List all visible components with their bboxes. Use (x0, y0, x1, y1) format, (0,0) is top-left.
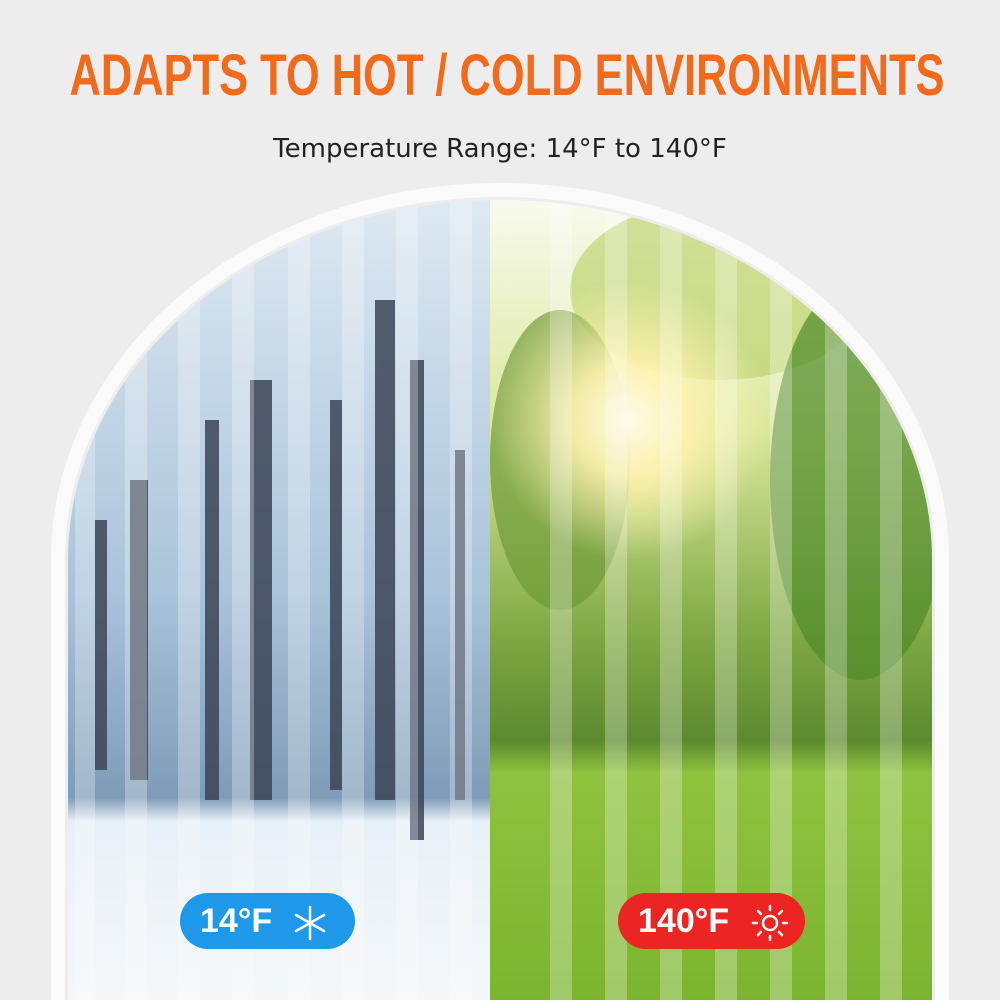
title: ADAPTS TO HOT / COLD ENVIRONMENTS (70, 43, 945, 108)
hot-badge: 140°F (618, 893, 805, 949)
sun-icon (751, 904, 789, 942)
badge-label: 140°F (638, 902, 729, 940)
badge-label: 14°F (200, 902, 272, 940)
sun-glow (490, 280, 770, 560)
winter-trees (95, 300, 465, 840)
arch-frame (51, 183, 949, 1000)
strip-curtain (75, 200, 902, 1000)
snowflake-icon (294, 905, 326, 941)
subtitle: Temperature Range: 14°F to 140°F (272, 134, 727, 164)
cold-badge: 14°F (180, 893, 355, 949)
